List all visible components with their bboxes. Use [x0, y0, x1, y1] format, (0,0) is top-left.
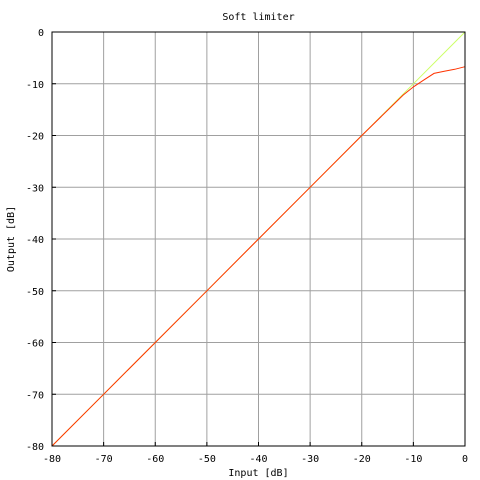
y-tick-label: -10	[26, 80, 44, 91]
y-tick-label: -30	[26, 183, 44, 194]
x-tick-label: -70	[95, 454, 113, 465]
x-tick-label: -20	[353, 454, 371, 465]
y-tick-label: -20	[26, 132, 44, 143]
x-tick-label: 0	[462, 454, 468, 465]
x-axis-label: Input [dB]	[228, 468, 288, 479]
x-tick-label: -40	[249, 454, 267, 465]
series-lines	[51, 31, 466, 447]
y-tick-label: -50	[26, 287, 44, 298]
x-tick-label: -50	[198, 454, 216, 465]
y-tick-label: -80	[26, 442, 44, 453]
y-tick-label: -70	[26, 390, 44, 401]
axis-ticks: -80 -70 -60 -50 -40 -30 -20 -10 0 0 -10 -20 -30 -40 -5…	[26, 28, 468, 465]
y-tick-label: -60	[26, 339, 44, 350]
series-line-2	[51, 66, 466, 447]
x-tick-label: -30	[301, 454, 319, 465]
x-tick-label: -10	[404, 454, 422, 465]
chart-title: Soft limiter	[222, 12, 294, 23]
y-axis-label: Output [dB]	[6, 206, 17, 272]
x-tick-label: -80	[43, 454, 61, 465]
x-tick-label: -60	[146, 454, 164, 465]
y-tick-label: -40	[26, 235, 44, 246]
y-tick-label: 0	[38, 28, 44, 39]
